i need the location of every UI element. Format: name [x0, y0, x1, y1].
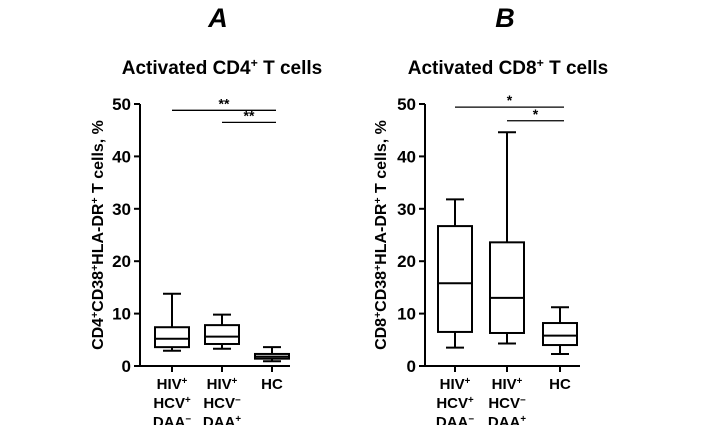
y-axis-title: CD8+CD38+HLA-DR+ T cells, %	[373, 120, 391, 350]
y-axis-title: CD4+CD38+HLA-DR+ T cells, %	[90, 120, 108, 350]
x-category-label: DAA−	[436, 414, 475, 425]
box-iqr	[204, 324, 240, 345]
significance-label: *	[533, 106, 539, 122]
y-tick-label: 0	[407, 357, 416, 376]
y-tick-label: 20	[112, 252, 131, 271]
x-category-label: HCV−	[203, 395, 241, 413]
x-category-label: HC	[549, 376, 571, 393]
box-iqr	[489, 241, 525, 334]
panel-letter: A	[207, 3, 228, 33]
y-tick-label: 30	[397, 200, 416, 219]
x-category-label: DAA+	[203, 414, 242, 425]
x-category-label: DAA−	[153, 414, 192, 425]
significance-label: **	[219, 95, 230, 111]
box-iqr	[154, 326, 190, 349]
y-tick-label: 20	[397, 252, 416, 271]
x-category-label: HIV+	[207, 376, 238, 394]
box-iqr	[437, 225, 473, 333]
x-category-label: HIV+	[157, 376, 188, 394]
y-tick-label: 40	[112, 147, 131, 166]
y-tick-label: 50	[397, 95, 416, 114]
x-category-label: DAA+	[488, 414, 527, 425]
x-category-label: HIV+	[492, 376, 523, 394]
panel-letter: B	[495, 3, 515, 33]
chart-title: Activated CD4+ T cells	[122, 56, 322, 79]
y-tick-label: 30	[112, 200, 131, 219]
y-tick-label: 10	[397, 305, 416, 324]
x-category-label: HCV+	[436, 395, 474, 413]
x-category-label: HCV−	[488, 395, 526, 413]
significance-label: *	[507, 92, 513, 108]
x-category-label: HCV+	[153, 395, 191, 413]
y-tick-label: 0	[122, 357, 131, 376]
significance-label: **	[244, 107, 255, 123]
y-tick-label: 40	[397, 147, 416, 166]
y-tick-label: 10	[112, 305, 131, 324]
x-category-label: HC	[261, 376, 283, 393]
y-tick-label: 50	[112, 95, 131, 114]
box-iqr	[542, 322, 578, 347]
chart-title: Activated CD8+ T cells	[408, 56, 608, 79]
x-category-label: HIV+	[440, 376, 471, 394]
